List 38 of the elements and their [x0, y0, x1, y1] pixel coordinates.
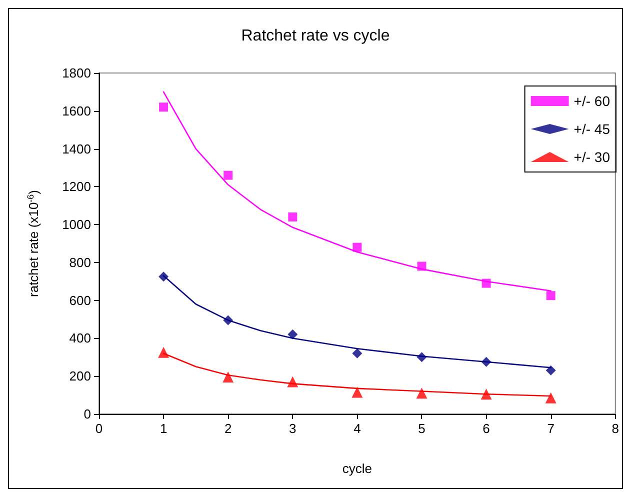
point — [352, 386, 363, 398]
point — [158, 346, 170, 358]
x-tick-label: 2 — [224, 421, 232, 436]
x-axis-title: cycle — [342, 461, 372, 476]
point — [546, 365, 556, 376]
point — [416, 388, 428, 399]
point — [352, 242, 362, 252]
point — [159, 102, 168, 112]
legend-label: +/- 30 — [574, 149, 610, 165]
chart-title: Ratchet rate vs cycle — [241, 28, 390, 44]
legend-label: +/- 45 — [574, 121, 610, 137]
y-tick-label: 0 — [84, 406, 91, 422]
legend-label: +/- 60 — [574, 93, 610, 109]
y-tick-label: 800 — [69, 254, 91, 270]
y-tick-label: 400 — [69, 330, 91, 346]
y-tick-label: 200 — [69, 368, 91, 384]
point — [545, 392, 556, 404]
x-tick-label: 1 — [160, 421, 168, 436]
point — [546, 291, 556, 300]
point — [224, 170, 233, 180]
x-tick-label: 0 — [95, 421, 103, 436]
y-tick-label: 1400 — [62, 141, 91, 156]
x-tick-label: 6 — [482, 421, 490, 436]
x-tick-label: 5 — [418, 421, 426, 436]
y-tick-label: 1600 — [62, 103, 91, 118]
x-tick-label: 8 — [612, 421, 619, 436]
point — [288, 212, 298, 222]
x-tick-label: 7 — [547, 421, 554, 436]
x-tick-label: 4 — [354, 421, 361, 436]
y-tick-label: 1800 — [62, 66, 91, 80]
point — [222, 372, 234, 383]
y-axis-title: ratchet rate (x10-6) — [26, 190, 41, 297]
point — [288, 329, 298, 340]
y-tick-label: 600 — [69, 292, 91, 308]
x-tick-label: 3 — [289, 421, 296, 436]
point — [352, 348, 362, 358]
y-tick-label: 1000 — [62, 217, 91, 232]
y-tick-label: 1200 — [62, 179, 91, 194]
